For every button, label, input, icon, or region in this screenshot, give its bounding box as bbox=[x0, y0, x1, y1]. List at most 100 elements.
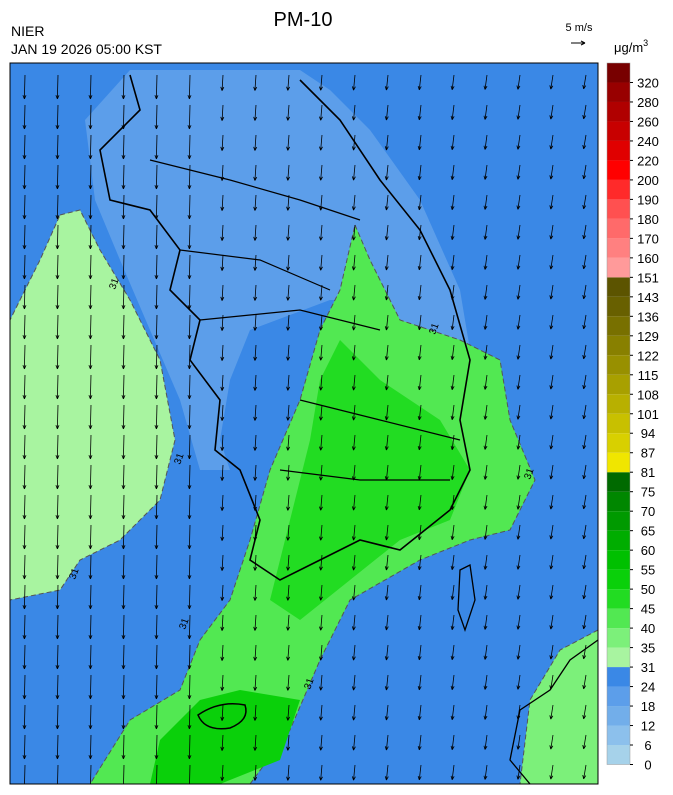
wind-arrow bbox=[351, 254, 356, 271]
wind-arrow bbox=[319, 194, 323, 211]
contour-label: 31 bbox=[522, 466, 536, 481]
wind-arrow bbox=[154, 674, 159, 700]
colorbar-segment bbox=[607, 277, 630, 297]
wind-arrow bbox=[319, 764, 323, 781]
wind-arrow bbox=[22, 224, 27, 250]
wind-arrow bbox=[417, 464, 422, 481]
colorbar-segment bbox=[607, 491, 630, 512]
wind-arrow bbox=[88, 494, 93, 520]
wind-arrow bbox=[384, 404, 389, 421]
wind-arrow bbox=[286, 284, 290, 301]
wind-arrow bbox=[88, 314, 93, 340]
wind-arrow bbox=[121, 704, 126, 730]
wind-arrow bbox=[516, 464, 521, 480]
wind-arrow bbox=[286, 524, 290, 541]
wind-arrow bbox=[220, 464, 225, 481]
wind-arrow bbox=[319, 314, 323, 331]
wind-arrow bbox=[450, 254, 455, 270]
wind-arrow bbox=[121, 404, 126, 430]
wind-arrow bbox=[187, 254, 192, 280]
wind-arrow bbox=[55, 524, 60, 550]
wind-arrow bbox=[384, 224, 389, 241]
wind-arrow bbox=[253, 164, 258, 181]
wind-arrow bbox=[549, 134, 554, 150]
contour-label: 31 bbox=[67, 566, 81, 581]
wind-arrow bbox=[55, 164, 60, 190]
wind-arrow bbox=[582, 524, 587, 540]
wind-arrow bbox=[253, 134, 258, 151]
wind-arrow bbox=[286, 674, 290, 691]
wind-arrow bbox=[88, 164, 93, 190]
wind-arrow bbox=[220, 104, 225, 121]
wind-arrow bbox=[351, 104, 356, 121]
wind-arrow bbox=[121, 314, 126, 340]
wind-arrow bbox=[55, 404, 60, 430]
wind-arrow bbox=[121, 614, 126, 640]
contour-label: 31 bbox=[172, 451, 186, 466]
wind-arrow bbox=[55, 554, 60, 580]
wind-arrow bbox=[253, 104, 258, 121]
colorbar-label: 108 bbox=[637, 387, 659, 402]
contour-label: 31 bbox=[302, 676, 316, 691]
colorbar-label: 60 bbox=[641, 543, 655, 558]
wind-arrow bbox=[220, 644, 225, 661]
wind-arrow bbox=[121, 134, 126, 160]
wind-arrow bbox=[57, 764, 59, 784]
wind-arrow bbox=[121, 674, 126, 700]
wind-arrow bbox=[384, 464, 389, 481]
wind-arrow bbox=[582, 404, 587, 420]
colorbar-segment bbox=[607, 725, 630, 746]
wind-arrow bbox=[384, 74, 389, 91]
wind-arrow bbox=[450, 674, 455, 690]
wind-arrow bbox=[121, 344, 126, 370]
agency: NIER bbox=[11, 23, 44, 39]
wind-arrow bbox=[582, 164, 587, 180]
wind-arrow bbox=[286, 644, 290, 661]
wind-arrow bbox=[450, 134, 455, 150]
wind-arrow bbox=[286, 734, 290, 751]
wind-arrow bbox=[319, 374, 323, 391]
unit-base: μg/m bbox=[614, 40, 643, 55]
contour-label: 31 bbox=[177, 616, 191, 631]
colorbar-segment bbox=[607, 316, 630, 336]
wind-arrow bbox=[253, 284, 258, 301]
wind-arrow bbox=[351, 464, 356, 481]
colorbar-label: 220 bbox=[637, 153, 659, 168]
wind-arrow bbox=[88, 554, 93, 580]
colorbar-segment bbox=[607, 667, 630, 687]
wind-arrow bbox=[417, 344, 422, 361]
colorbar-label: 81 bbox=[641, 465, 655, 480]
wind-arrow bbox=[286, 224, 290, 241]
colorbar-label: 170 bbox=[637, 231, 659, 246]
wind-arrow bbox=[286, 434, 290, 451]
wind-arrow bbox=[384, 314, 389, 331]
wind-arrow bbox=[483, 374, 488, 390]
wind-arrow bbox=[450, 494, 455, 510]
wind-arrow bbox=[253, 674, 258, 691]
green-zone-south bbox=[150, 690, 300, 784]
wind-arrow bbox=[384, 674, 389, 691]
island-jeju bbox=[197, 703, 247, 730]
wind-arrow bbox=[549, 224, 554, 240]
wind-arrow bbox=[582, 224, 587, 240]
wind-arrow bbox=[516, 404, 521, 420]
colorbar-segment bbox=[607, 433, 630, 453]
wind-arrow bbox=[319, 464, 323, 481]
wind-arrow bbox=[351, 194, 356, 211]
wind-arrow bbox=[220, 704, 225, 721]
wind-arrow bbox=[549, 284, 554, 300]
wind-arrow bbox=[253, 734, 258, 751]
wind-arrow bbox=[154, 584, 159, 610]
wind-arrow bbox=[220, 554, 225, 571]
colorbar-segment bbox=[607, 589, 630, 609]
wind-arrow bbox=[516, 284, 521, 300]
wind-arrow bbox=[187, 164, 192, 190]
wind-arrow bbox=[22, 284, 27, 310]
wind-arrow bbox=[417, 614, 422, 631]
wind-arrow bbox=[582, 434, 587, 450]
wind-arrow bbox=[384, 194, 389, 211]
wind-arrow bbox=[121, 464, 126, 490]
colorbar-label: 101 bbox=[637, 407, 659, 422]
wind-arrow bbox=[417, 764, 422, 781]
green-zone-west bbox=[10, 209, 176, 601]
